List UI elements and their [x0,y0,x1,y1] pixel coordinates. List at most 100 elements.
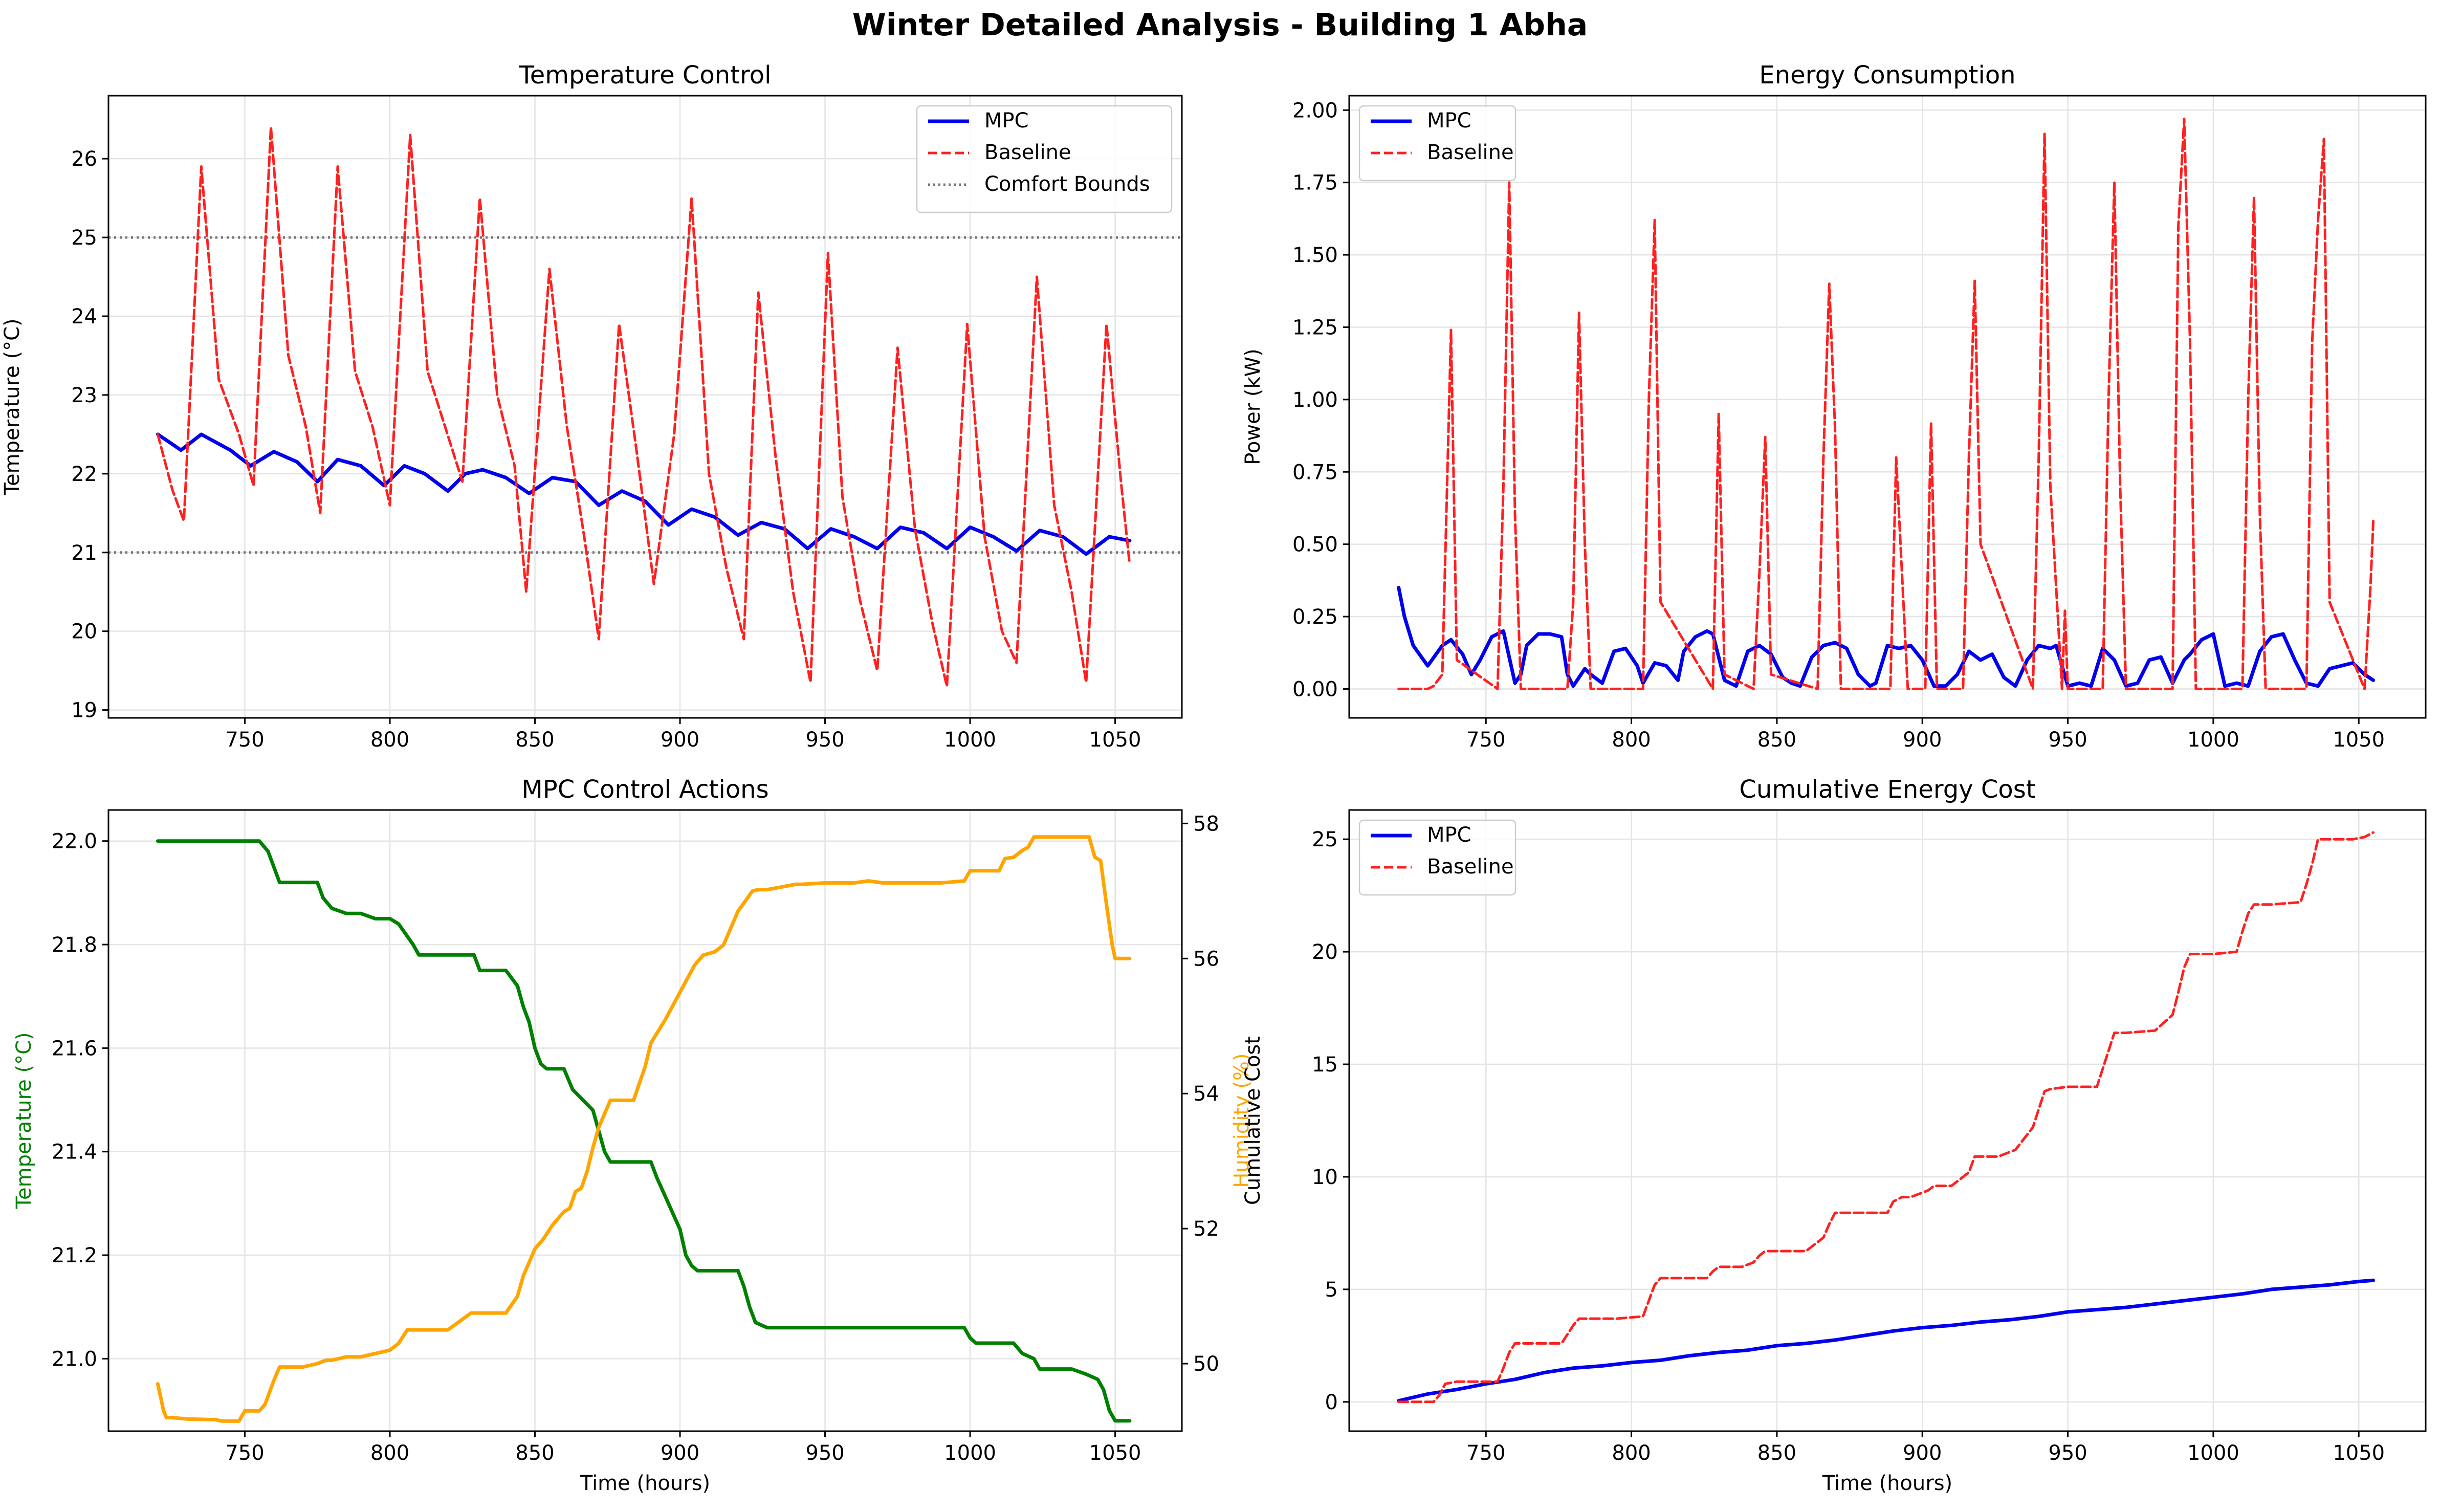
x-tick-label: 850 [1757,1441,1796,1465]
chart-panel-2: 750 800 850 900 950 1000 1050 0.00 0.25 0.50 0.75 1… [1241,61,2427,752]
chart-title: Energy Consumption [1759,61,2015,90]
y-tick-label: 26 [71,147,97,171]
x-tick-label: 1000 [944,728,996,752]
y-tick-label: 0.75 [1292,461,1338,484]
y-tick-label: 25 [71,226,97,250]
series-line-baseline [156,126,1131,688]
legend-label: Baseline [1427,141,1514,164]
x-tick-label: 1000 [2187,728,2239,752]
y-axis-label: Temperature (°C) [1,318,24,495]
x-axis-label: Time (hours) [580,1472,710,1495]
y-tick-label: 21.8 [52,933,97,957]
series-line-mpc [1397,1278,2376,1403]
legend-box [916,105,1173,213]
chart-panel-1: 750 800 850 900 950 1000 1050 19 20 21 22 23 24 25 26 T… [1,61,1183,752]
x-tick-label: 900 [661,1441,699,1465]
x-axis-label: Time (hours) [1822,1472,1952,1495]
x-tick-label: 1000 [2187,1441,2239,1465]
y-tick-label: 19 [71,699,97,722]
legend: MPC Baseline Comfort Bounds [916,105,1173,213]
y-tick-label: 20 [71,620,97,644]
legend-label: MPC [1427,823,1471,847]
series-group [1397,117,2376,690]
x-tick-label: 1050 [1089,1441,1141,1465]
y2-tick-label: 52 [1193,1217,1219,1241]
x-tick-label: 1050 [2333,728,2385,752]
chart-title: Temperature Control [519,61,772,90]
legend-label: MPC [1427,109,1471,133]
chart-title: Cumulative Energy Cost [1739,775,2035,804]
y-tick-label: 21.2 [52,1244,97,1267]
x-tick-label: 800 [1612,1441,1651,1465]
y-tick-label: 15 [1312,1053,1338,1077]
y-axis-label: Cumulative Cost [1241,1036,1265,1205]
x-tick-label: 900 [661,728,699,752]
series-group [156,835,1132,1423]
x-tick-label: 750 [225,728,264,752]
x-tick-label: 1000 [944,1441,996,1465]
legend-label: Comfort Bounds [984,172,1150,196]
x-tick-label: 850 [515,1441,554,1465]
x-tick-label: 1050 [1089,728,1141,752]
y-tick-label: 0 [1325,1391,1338,1414]
y-axis-label: Power (kW) [1241,348,1265,465]
x-tick-label: 850 [515,728,554,752]
x-tick-label: 900 [1903,1441,1942,1465]
legend-box [1358,819,1516,896]
x-tick-label: 950 [805,1441,844,1465]
series-line-humidity [156,835,1132,1423]
x-tick-label: 800 [1612,728,1651,752]
chart-panel-3: 750 800 850 900 950 1000 1050 21.0 21.2 21.4 21.6 2… [12,775,1254,1495]
legend: MPC Baseline [1358,819,1516,896]
y-tick-label: 21.6 [52,1037,97,1060]
legend-label: Baseline [1427,855,1514,879]
y-tick-label: 21 [71,541,97,565]
y2-tick-label: 56 [1193,947,1219,971]
y2-axis-label: Humidity (%) [1230,1053,1254,1188]
figure-title: Winter Detailed Analysis - Building 1 Ab… [852,7,1588,43]
y-tick-label: 24 [71,305,97,328]
series-group [156,126,1132,688]
y-tick-label: 0.25 [1292,605,1338,629]
y-tick-label: 22.0 [52,830,97,853]
y-tick-label: 21.0 [52,1347,97,1371]
x-tick-label: 800 [370,1441,409,1465]
x-tick-label: 750 [225,1441,264,1465]
series-line-mpc [156,432,1132,556]
y-tick-label: 1.50 [1292,244,1338,267]
legend-label: Baseline [984,141,1071,164]
y2-tick-label: 54 [1193,1082,1219,1106]
chart-title: MPC Control Actions [521,775,768,804]
y2-tick-label: 58 [1193,812,1219,836]
x-tick-label: 950 [2048,728,2087,752]
series-line-temperature [156,839,1132,1423]
legend: MPC Baseline [1358,105,1516,182]
axes-frame [1348,95,2427,719]
y-tick-label: 0.00 [1292,677,1338,701]
x-tick-label: 900 [1903,728,1942,752]
axes-frame [1348,809,2427,1432]
y-tick-label: 5 [1325,1278,1338,1302]
y-tick-label: 10 [1312,1166,1338,1189]
x-tick-label: 750 [1466,728,1505,752]
y-tick-label: 20 [1312,940,1338,964]
y-tick-label: 2.00 [1292,99,1338,122]
series-group [1397,831,2376,1404]
x-tick-label: 1050 [2333,1441,2385,1465]
series-line-mpc [1397,586,2376,688]
y-tick-label: 21.4 [52,1141,97,1164]
legend-label: MPC [984,109,1029,133]
y-tick-label: 23 [71,384,97,407]
x-tick-label: 750 [1466,1441,1505,1465]
y-tick-label: 1.00 [1292,388,1338,412]
chart-panel-4: 750 800 850 900 950 1000 1050 0 5 10 15 20 25 Cumulat… [1241,775,2427,1495]
y-tick-label: 1.25 [1292,316,1338,339]
x-tick-label: 950 [2048,1441,2087,1465]
axes-frame [107,809,1183,1432]
x-tick-label: 950 [805,728,844,752]
y-tick-label: 1.75 [1292,171,1338,195]
y-axis-label: Temperature (°C) [12,1032,36,1209]
x-tick-label: 850 [1757,728,1796,752]
legend-box [1358,105,1516,182]
